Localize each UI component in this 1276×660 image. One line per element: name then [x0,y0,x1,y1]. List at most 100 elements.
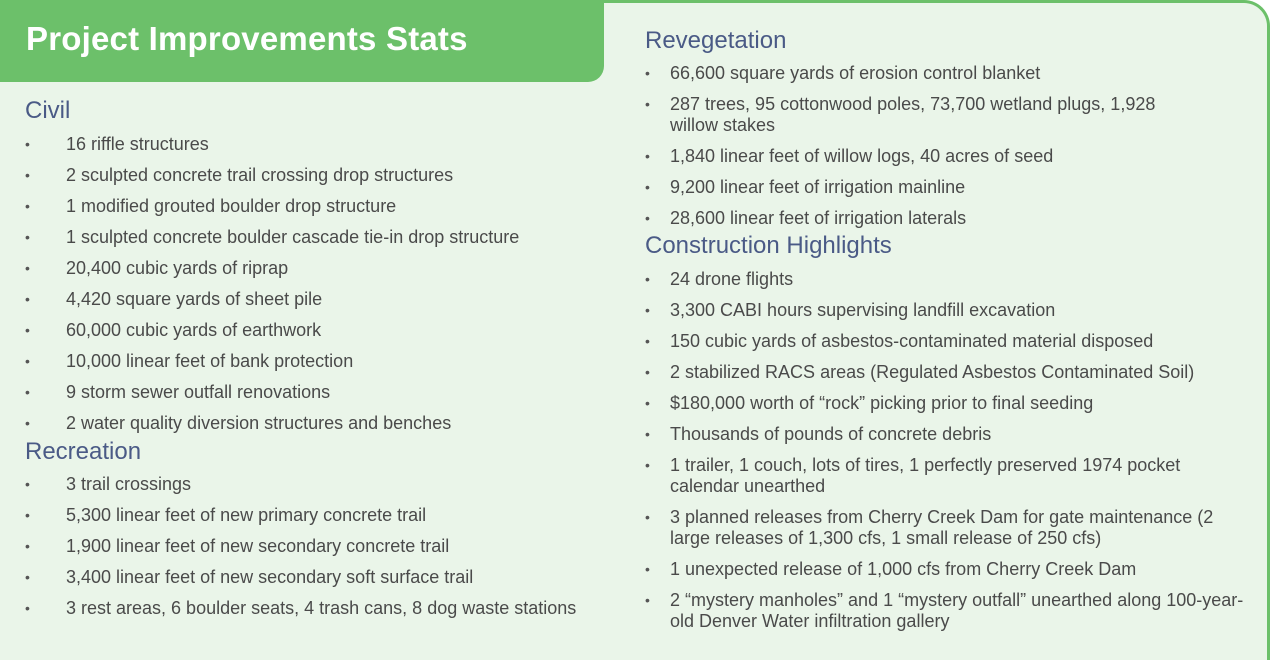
bullet-icon: • [25,507,30,523]
list-item: • 3 planned releases from Cherry Creek Da… [645,507,1245,549]
civil-list: • 16 riffle structures • 2 sculpted concret… [0,134,610,444]
bullet-icon: • [25,476,30,492]
recreation-list: • 3 trail crossings • 5,300 linear feet of … [0,474,620,629]
bullet-icon: • [25,198,30,214]
bullet-icon: • [645,96,650,112]
list-item: • 20,400 cubic yards of riprap [0,258,610,279]
list-item: • 150 cubic yards of asbestos-contaminate… [645,331,1245,352]
list-item-text: Thousands of pounds of concrete debris [670,424,992,444]
list-item: • 3 rest areas, 6 boulder seats, 4 trash … [0,598,620,619]
bullet-icon: • [645,364,650,380]
bullet-icon: • [25,384,30,400]
section-title-revegetation: Revegetation [645,27,787,54]
list-item-text: 16 riffle structures [66,134,209,154]
revegetation-list: • 66,600 square yards of erosion control … [645,63,1205,239]
bullet-icon: • [25,260,30,276]
bullet-icon: • [25,538,30,554]
bullet-icon: • [645,179,650,195]
list-item-text: 1,900 linear feet of new secondary concr… [66,536,450,556]
bullet-icon: • [645,592,650,608]
list-item-text: 3 planned releases from Cherry Creek Dam… [670,507,1214,548]
bullet-icon: • [25,569,30,585]
list-item-text: 2 stabilized RACS areas (Regulated Asbes… [670,362,1195,382]
list-item-text: 10,000 linear feet of bank protection [66,351,354,371]
list-item: • 1,900 linear feet of new secondary conc… [0,536,620,557]
bullet-icon: • [645,509,650,525]
list-item-text: 2 “mystery manholes” and 1 “mystery outf… [670,590,1244,631]
list-item-text: 3 trail crossings [66,474,192,494]
list-item: • 3,300 CABI hours supervising landfill e… [645,300,1245,321]
list-item: • 2 stabilized RACS areas (Regulated Asbe… [645,362,1245,383]
list-item: • 10,000 linear feet of bank protection [0,351,610,372]
list-item: • $180,000 worth of “rock” picking prior … [645,393,1245,414]
list-item-text: 1,840 linear feet of willow logs, 40 acr… [670,146,1054,166]
bullet-icon: • [645,148,650,164]
page-title: Project Improvements Stats [26,20,468,57]
list-item: • 2 “mystery manholes” and 1 “mystery out… [645,590,1245,632]
list-item: • 24 drone flights [645,269,1245,290]
list-item-text: 3,400 linear feet of new secondary soft … [66,567,474,587]
bullet-icon: • [645,271,650,287]
list-item-text: 1 unexpected release of 1,000 cfs from C… [670,559,1137,579]
section-title-construction-highlights: Construction Highlights [645,232,892,259]
list-item-text: 9 storm sewer outfall renovations [66,382,331,402]
bullet-icon: • [25,229,30,245]
list-item: • Thousands of pounds of concrete debris [645,424,1245,445]
list-item: • 1 unexpected release of 1,000 cfs from … [645,559,1245,580]
bullet-icon: • [645,210,650,226]
section-title-civil: Civil [25,97,71,124]
list-item: • 4,420 square yards of sheet pile [0,289,610,310]
list-item: • 9 storm sewer outfall renovations [0,382,610,403]
bullet-icon: • [645,426,650,442]
list-item: • 28,600 linear feet of irrigation latera… [645,208,1205,229]
list-item-text: 2 water quality diversion structures and… [66,413,452,433]
list-item-text: 3 rest areas, 6 boulder seats, 4 trash c… [66,598,577,618]
section-title-recreation: Recreation [25,438,142,465]
list-item-text: 1 sculpted concrete boulder cascade tie-… [66,227,520,247]
bullet-icon: • [25,322,30,338]
bullet-icon: • [25,600,30,616]
list-item-text: 60,000 cubic yards of earthwork [66,320,322,340]
list-item-text: 3,300 CABI hours supervising landfill ex… [670,300,1056,320]
bullet-icon: • [25,415,30,431]
list-item-text: $180,000 worth of “rock” picking prior t… [670,393,1094,413]
list-item-text: 1 trailer, 1 couch, lots of tires, 1 per… [670,455,1181,496]
bullet-icon: • [645,457,650,473]
list-item: • 5,300 linear feet of new primary concre… [0,505,620,526]
list-item-text: 2 sculpted concrete trail crossing drop … [66,165,454,185]
construction-highlights-list: • 24 drone flights • 3,300 CABI hours super… [645,269,1245,642]
list-item: • 1 sculpted concrete boulder cascade tie… [0,227,610,248]
bullet-icon: • [25,291,30,307]
list-item: • 1 modified grouted boulder drop structu… [0,196,610,217]
bullet-icon: • [645,561,650,577]
bullet-icon: • [645,333,650,349]
list-item: • 9,200 linear feet of irrigation mainlin… [645,177,1205,198]
list-item: • 3,400 linear feet of new secondary soft… [0,567,620,588]
bullet-icon: • [25,167,30,183]
header-banner: Project Improvements Stats [0,0,604,82]
bullet-icon: • [25,136,30,152]
bullet-icon: • [25,353,30,369]
list-item-text: 150 cubic yards of asbestos-contaminated… [670,331,1154,351]
bullet-icon: • [645,302,650,318]
list-item: • 2 sculpted concrete trail crossing drop… [0,165,610,186]
list-item: • 3 trail crossings [0,474,620,495]
list-item: • 60,000 cubic yards of earthwork [0,320,610,341]
list-item-text: 1 modified grouted boulder drop structur… [66,196,397,216]
list-item: • 1 trailer, 1 couch, lots of tires, 1 pe… [645,455,1245,497]
bullet-icon: • [645,395,650,411]
list-item: • 16 riffle structures [0,134,610,155]
list-item-text: 9,200 linear feet of irrigation mainline [670,177,966,197]
list-item-text: 5,300 linear feet of new primary concret… [66,505,427,525]
list-item-text: 24 drone flights [670,269,794,289]
list-item-text: 4,420 square yards of sheet pile [66,289,323,309]
list-item: • 2 water quality diversion structures an… [0,413,610,434]
list-item-text: 28,600 linear feet of irrigation lateral… [670,208,967,228]
list-item: • 287 trees, 95 cottonwood poles, 73,700 … [645,94,1205,136]
list-item: • 66,600 square yards of erosion control … [645,63,1205,84]
list-item-text: 20,400 cubic yards of riprap [66,258,289,278]
list-item-text: 287 trees, 95 cottonwood poles, 73,700 w… [670,94,1156,135]
list-item-text: 66,600 square yards of erosion control b… [670,63,1041,83]
bullet-icon: • [645,65,650,81]
